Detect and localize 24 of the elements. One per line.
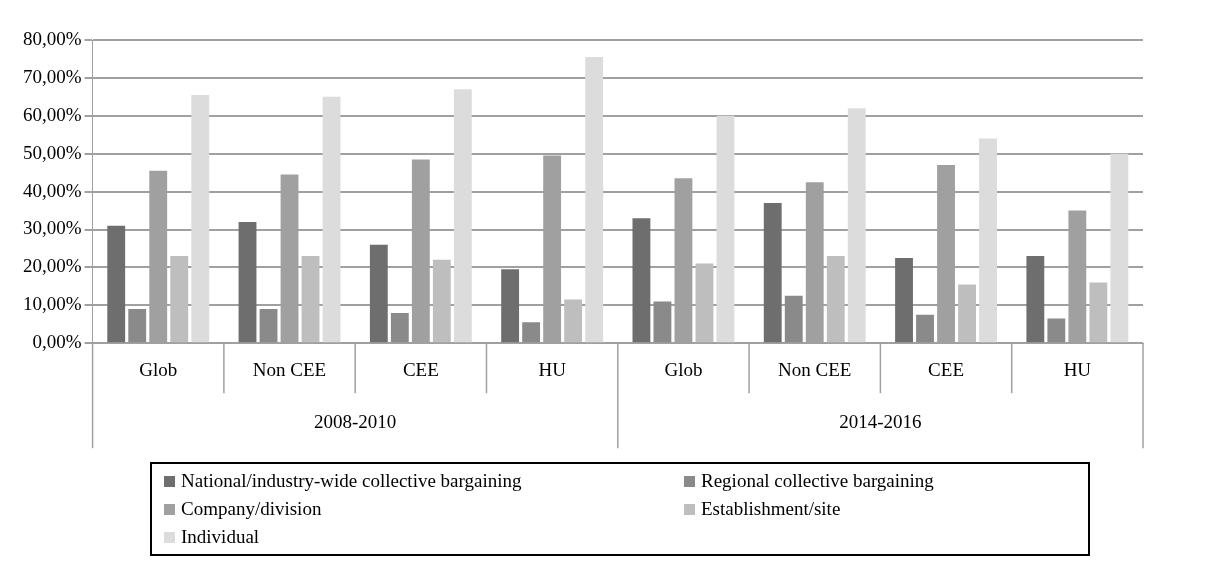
y-tick-label: 30,00% [23,217,82,239]
x-tick-label: HU [1063,358,1092,380]
y-tick-label: 10,00% [23,293,82,315]
y-tick-label: 80,00% [23,27,82,49]
legend-label: Individual [181,526,260,548]
text: 2008-2010 [314,411,397,433]
x-tick-label: CEE [402,358,439,380]
y-tick-label: 70,00% [23,65,82,87]
legend-label: National/industry-wide collective bargaining [181,470,522,492]
text: 2014-2016 [839,411,922,433]
y-tick-label: 60,00% [23,103,82,125]
legend-label: Regional collective bargaining [701,470,934,492]
legend-label: Company/division [181,498,322,520]
x-tick-label: Glob [139,358,178,380]
legend-label: Establishment/site [701,498,841,520]
x-tick-label: Non CEE [252,358,327,380]
y-tick-label: 20,00% [23,255,82,277]
y-tick-label: 40,00% [23,179,82,201]
x-tick-label: HU [538,358,567,380]
y-tick-label: 0,00% [32,331,82,353]
x-tick-label: Non CEE [778,358,852,380]
x-tick-label: Glob [664,358,703,380]
y-tick-label: 50,00% [23,141,82,163]
x-tick-label: CEE [928,358,964,380]
